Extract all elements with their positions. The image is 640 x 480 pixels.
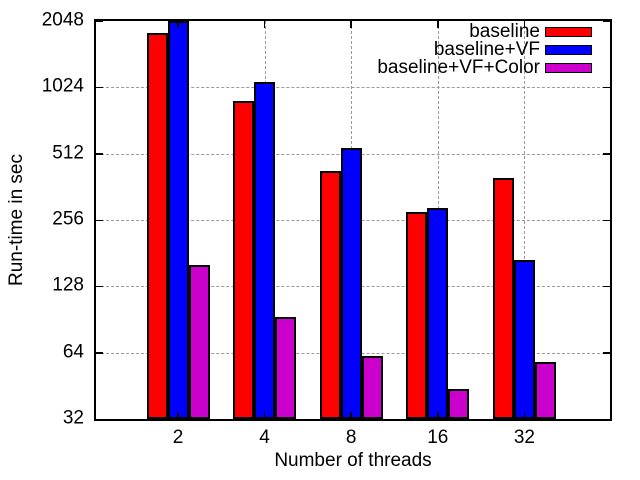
tick-right-1024 [603,86,610,89]
tick-bottom-32 [523,412,526,419]
y-tick-label-64: 64 [62,341,84,363]
bar-baseline-vf-16 [427,208,449,419]
bar-baseline-8 [319,171,341,419]
tick-right-128 [603,285,610,288]
legend-label-baseline-vf-color: baseline+VF+Color [377,57,540,78]
tick-right-2048 [603,20,610,22]
bar-baseline-vf-color-2 [188,265,210,419]
gridline-y-1024 [96,87,610,89]
legend-label-baseline-vf: baseline+VF [433,39,540,60]
tick-right-32 [603,418,610,420]
gridline-x-32 [524,21,526,419]
tick-left-32 [96,418,103,420]
legend-swatch-baseline-vf-color [545,63,592,73]
legend-label-baseline: baseline [469,21,540,42]
bar-baseline-vf-4 [254,82,276,419]
tick-top-32 [523,21,526,28]
tick-right-64 [603,352,610,354]
tick-right-512 [603,153,610,155]
tick-left-2048 [96,20,103,22]
y-tick-label-2048: 2048 [41,9,84,31]
tick-bottom-8 [350,412,352,419]
bar-baseline-vf-color-32 [534,362,556,419]
legend-swatch-baseline [545,27,592,37]
tick-top-2 [177,21,179,28]
bar-baseline-16 [406,212,428,419]
tick-left-64 [96,352,103,354]
x-tick-label-16: 16 [427,427,449,448]
y-tick-label-128: 128 [52,274,84,296]
bar-baseline-vf-color-16 [448,389,470,419]
plot-area [94,19,612,421]
bar-baseline-vf-color-4 [275,317,297,419]
bar-baseline-4 [233,101,255,419]
tick-right-256 [603,219,610,221]
tick-top-16 [437,21,439,28]
x-tick-label-32: 32 [513,427,535,448]
bar-baseline-vf-color-8 [361,356,383,419]
x-axis-title: Number of threads [274,450,432,471]
tick-left-1024 [96,86,103,89]
tick-left-128 [96,285,103,288]
tick-top-4 [263,21,266,28]
y-tick-label-256: 256 [52,208,84,230]
bar-baseline-vf-8 [340,148,362,419]
y-tick-label-512: 512 [52,142,84,164]
tick-top-8 [350,21,352,28]
y-tick-label-32: 32 [62,407,84,429]
bar-baseline-vf-32 [513,260,535,419]
x-tick-label-2: 2 [172,427,184,448]
tick-bottom-16 [437,412,439,419]
bar-baseline-vf-2 [167,21,189,419]
tick-left-256 [96,219,103,221]
tick-bottom-4 [263,412,266,419]
bar-baseline-2 [146,33,168,419]
y-tick-label-1024: 1024 [41,75,84,97]
plot-inner [96,20,610,420]
tick-bottom-2 [177,412,179,419]
bar-baseline-32 [492,178,514,419]
tick-left-512 [96,153,103,155]
x-tick-label-4: 4 [259,427,270,448]
x-tick-label-8: 8 [345,427,357,448]
legend-swatch-baseline-vf [545,45,592,55]
